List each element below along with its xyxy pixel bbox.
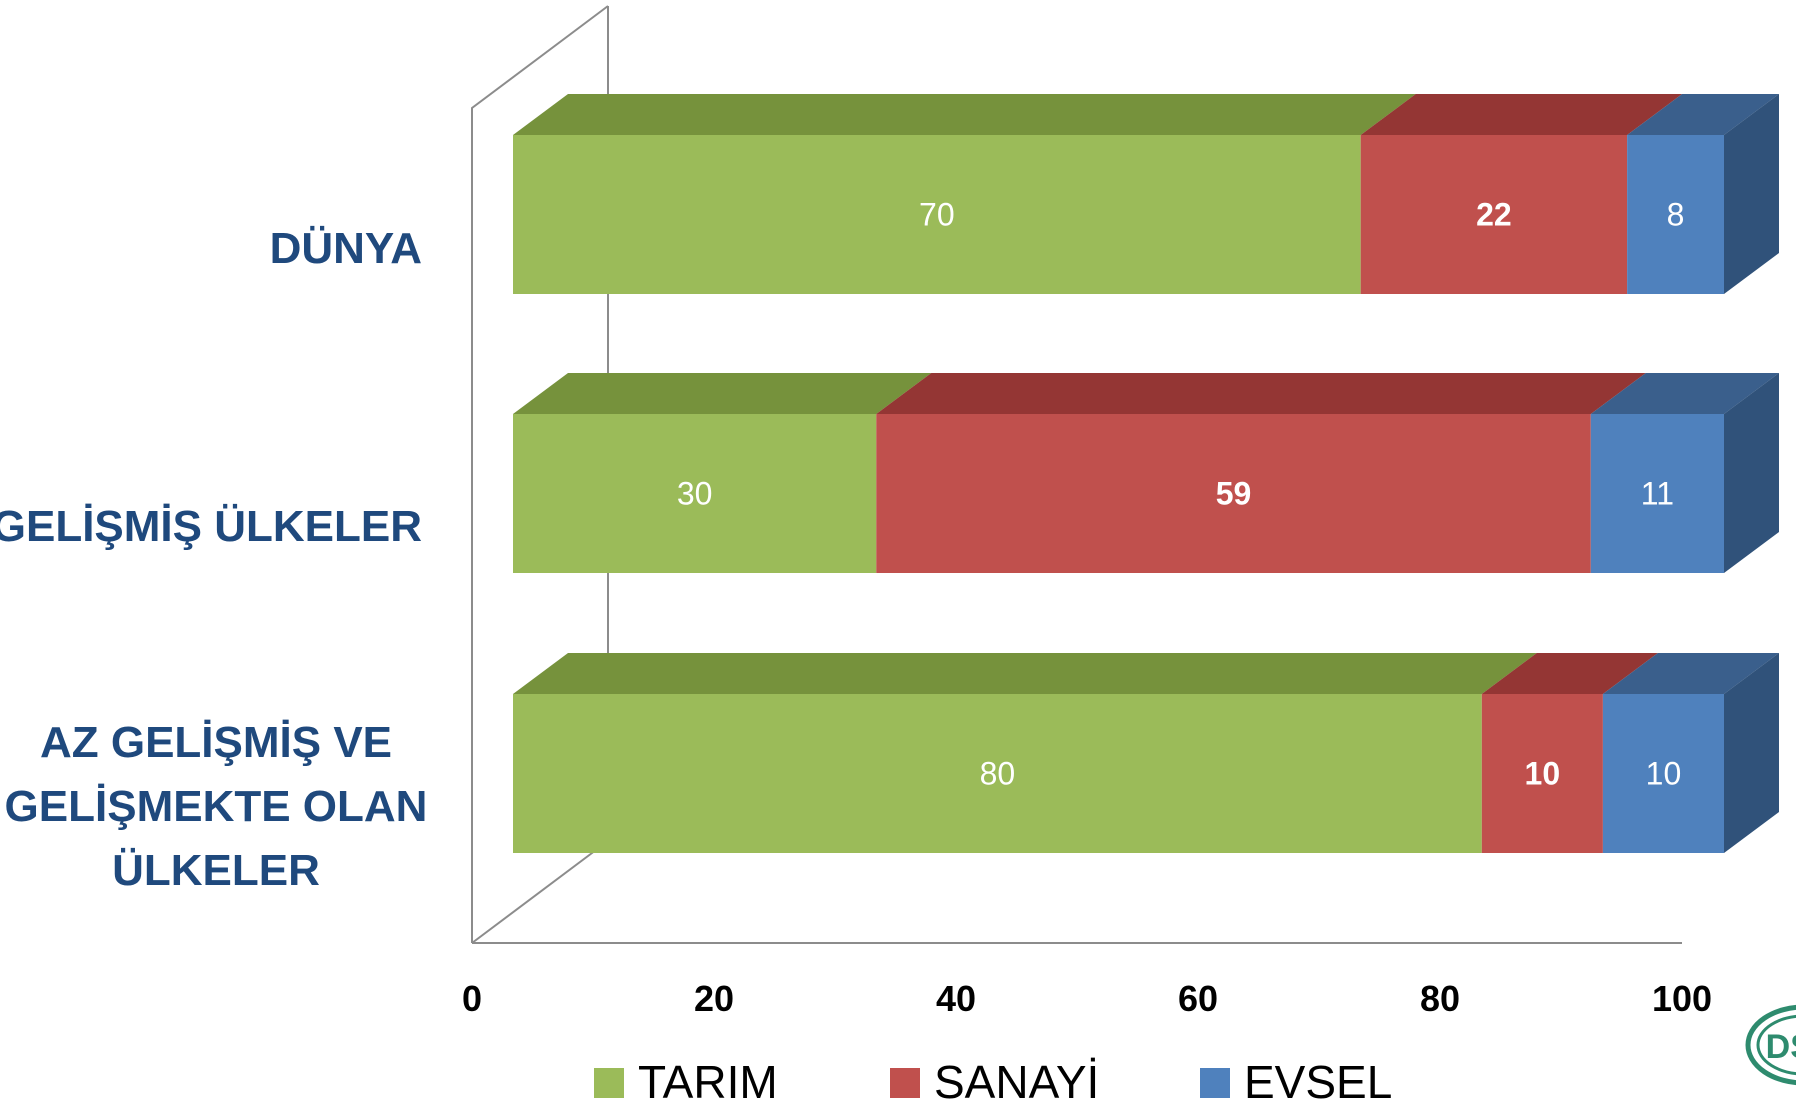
bar-segment-side xyxy=(1724,94,1779,294)
bar-segment-top xyxy=(513,373,932,414)
x-tick-label: 40 xyxy=(936,978,976,1019)
bar-segment xyxy=(513,694,1482,853)
bar-value-label: 22 xyxy=(1476,197,1512,233)
bar-group xyxy=(513,94,1779,853)
bar-value-label: 59 xyxy=(1216,476,1252,512)
bar-segment xyxy=(1627,135,1724,294)
bar-segment-top xyxy=(513,653,1537,694)
bar-value-labels: 70 22 8 30 59 11 80 10 10 xyxy=(677,197,1685,792)
bar-segment-top xyxy=(1481,653,1658,694)
legend-label: SANAYİ xyxy=(934,1056,1099,1104)
category-label: GELİŞMİŞ ÜLKELER xyxy=(0,502,422,551)
bar-segment-top xyxy=(1627,94,1779,135)
left-wall-edge xyxy=(471,5,609,943)
legend-swatch xyxy=(594,1068,624,1098)
bar-value-label: 70 xyxy=(919,197,955,233)
bar-segment-top xyxy=(1590,373,1779,414)
x-tick-label: 20 xyxy=(694,978,734,1019)
bar-segment xyxy=(1481,694,1603,853)
dsi-logo: DSİ xyxy=(1745,1004,1796,1086)
bar-value-label: 10 xyxy=(1525,756,1561,792)
x-tick-label: 100 xyxy=(1652,978,1712,1019)
x-tick-label: 0 xyxy=(462,978,482,1019)
bar-segment xyxy=(1602,694,1724,853)
bar-segment xyxy=(513,135,1361,294)
bar-segment-top xyxy=(1602,653,1779,694)
bar-value-label: 80 xyxy=(980,756,1016,792)
floor-depth-edge xyxy=(471,840,609,944)
bar-segment xyxy=(876,414,1591,573)
category-label: DÜNYA xyxy=(270,224,422,273)
logo-text: DSİ xyxy=(1766,1028,1796,1066)
bar-segment-top xyxy=(513,94,1416,135)
bar-segment-side xyxy=(1724,373,1779,573)
legend-swatch xyxy=(1200,1068,1230,1098)
bar-segment-side xyxy=(1724,653,1779,853)
bar-segment-top xyxy=(876,373,1646,414)
x-tick-label: 60 xyxy=(1178,978,1218,1019)
bar-value-label: 30 xyxy=(677,476,713,512)
legend-swatch xyxy=(890,1068,920,1098)
logo-inner-ring xyxy=(1756,1014,1796,1076)
bar-segment xyxy=(1590,414,1724,573)
bar-segment xyxy=(513,414,877,573)
category-label: GELİŞMEKTE OLAN xyxy=(5,782,428,831)
category-label: AZ GELİŞMİŞ VE xyxy=(40,718,392,767)
legend-label: EVSEL xyxy=(1244,1056,1392,1104)
legend-label: TARIM xyxy=(638,1056,778,1104)
logo-outer-ring xyxy=(1745,1004,1796,1086)
bar-segment-top xyxy=(1360,94,1683,135)
bar-segment xyxy=(1360,135,1628,294)
category-labels: DÜNYA GELİŞMİŞ ÜLKELER AZ GELİŞMİŞ VE GELİŞ… xyxy=(0,224,427,895)
bar-value-label: 11 xyxy=(1641,476,1674,512)
bar-value-label: 8 xyxy=(1667,197,1685,233)
legend: TARIM SANAYİ EVSEL xyxy=(594,1056,1392,1108)
x-axis-ticks: 0 20 40 60 80 100 xyxy=(462,978,1712,1019)
x-tick-label: 80 xyxy=(1420,978,1460,1019)
category-label: ÜLKELER xyxy=(112,846,320,895)
bar-value-label: 10 xyxy=(1646,756,1682,792)
